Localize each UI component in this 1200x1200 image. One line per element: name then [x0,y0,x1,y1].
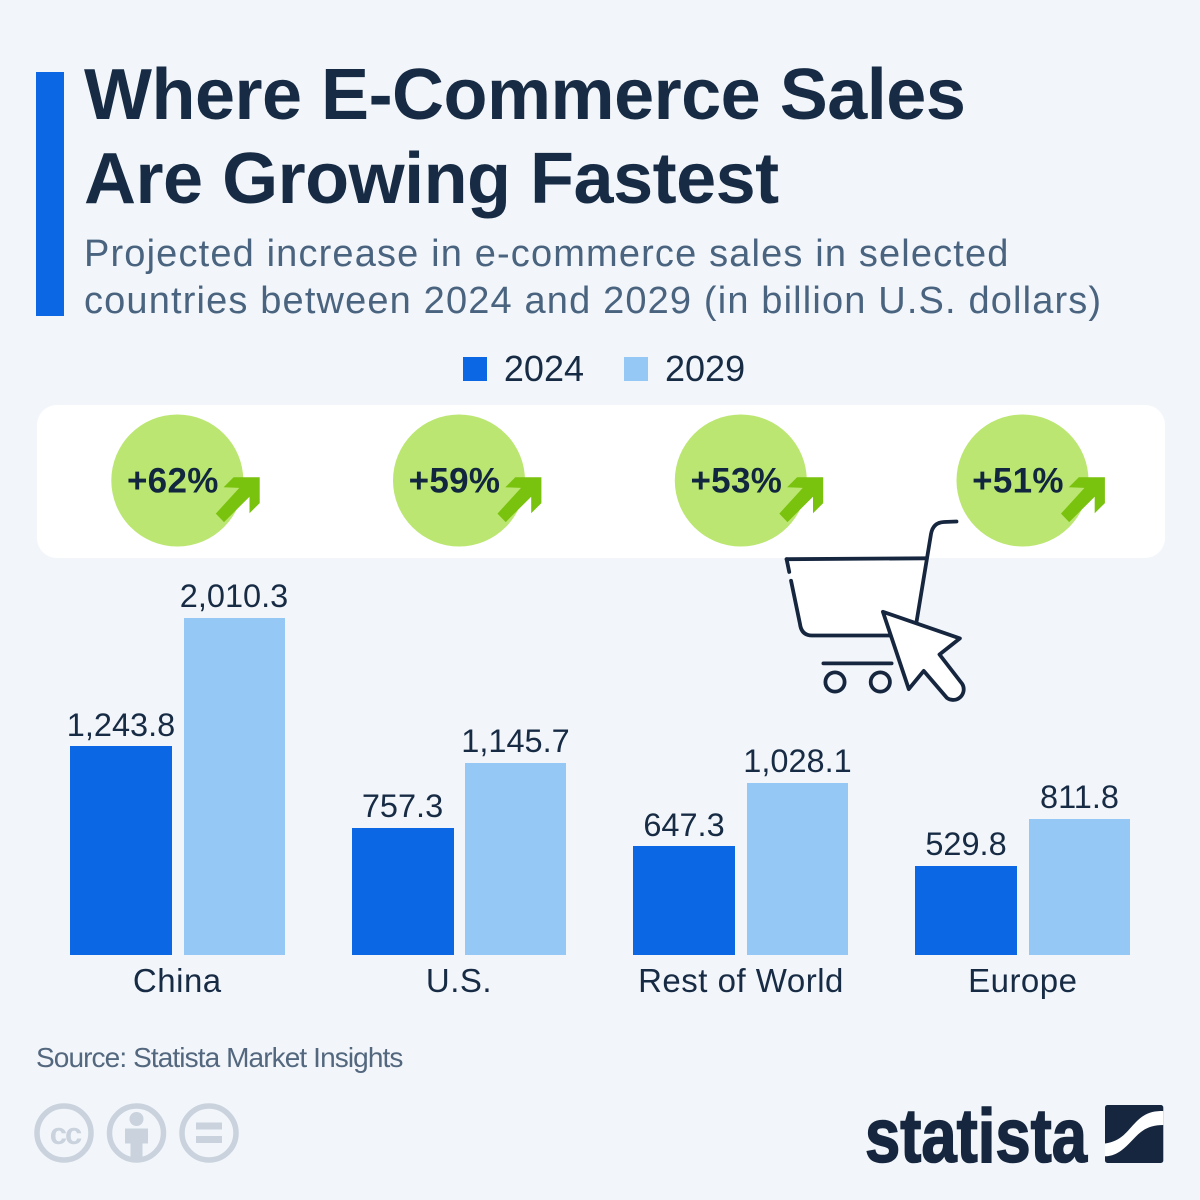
svg-text:statista: statista [865,1095,1088,1175]
svg-text:+62%: +62% [127,462,219,501]
svg-text:+59%: +59% [409,462,501,501]
svg-text:+53%: +53% [690,462,782,501]
svg-text:+51%: +51% [972,462,1064,501]
svg-text:cc: cc [50,1116,82,1151]
